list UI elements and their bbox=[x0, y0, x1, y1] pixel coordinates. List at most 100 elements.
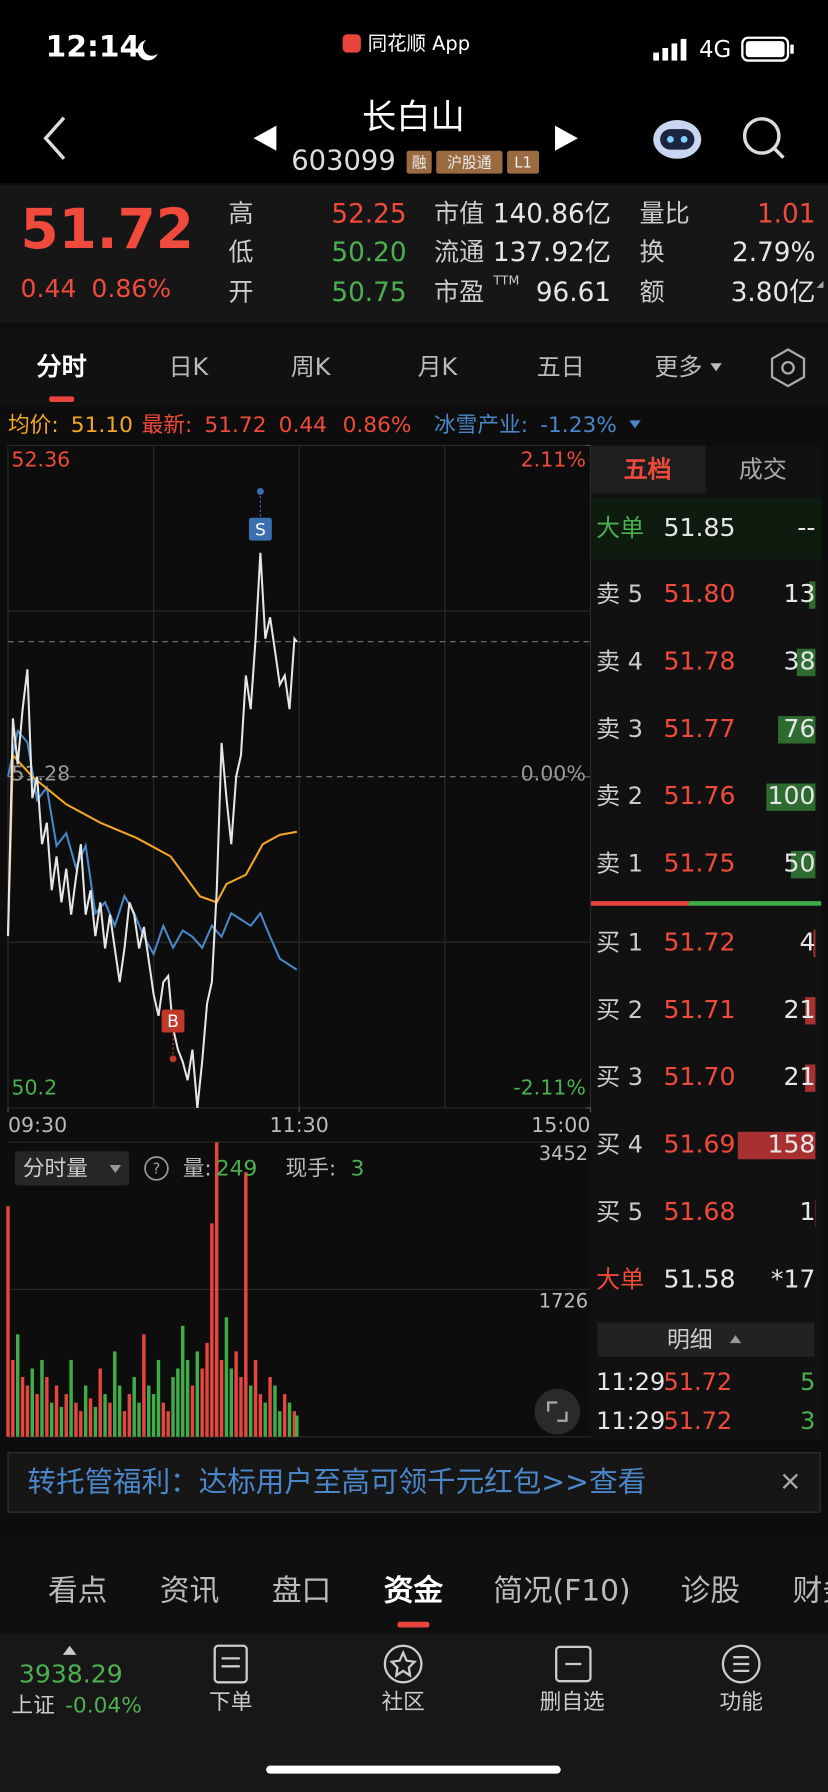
order-icon[interactable] bbox=[213, 1644, 248, 1684]
book-split-green bbox=[688, 901, 822, 906]
bottom-tabs-bg bbox=[0, 1536, 828, 1634]
footer-action[interactable]: 功能 bbox=[720, 1690, 763, 1715]
index-arrow bbox=[62, 1645, 77, 1655]
marker-label: B bbox=[167, 1012, 179, 1032]
book-qty: 4 bbox=[799, 927, 815, 956]
volume-bar bbox=[49, 1402, 54, 1437]
info-item: 冰雪产业: bbox=[434, 413, 528, 438]
info-tab[interactable]: 财务 bbox=[793, 1574, 828, 1609]
x-tick-label: 15:00 bbox=[531, 1113, 590, 1137]
trade-marker bbox=[169, 1055, 177, 1063]
hand-label: 现手: bbox=[286, 1157, 337, 1182]
footer-action[interactable]: 删自选 bbox=[540, 1690, 605, 1715]
remove-watch-icon[interactable] bbox=[555, 1645, 592, 1683]
volume-bar bbox=[45, 1377, 49, 1437]
book-qty: *17 bbox=[771, 1264, 816, 1293]
chart-tab[interactable]: 更多 bbox=[654, 353, 702, 381]
volume-bar bbox=[108, 1402, 112, 1437]
volume-bar bbox=[30, 1368, 34, 1437]
stat-value: 3.80亿 bbox=[731, 278, 816, 308]
book-tab[interactable]: 五档 bbox=[624, 456, 672, 484]
assistant-icon[interactable] bbox=[653, 119, 702, 159]
book-qty: 21 bbox=[783, 1062, 815, 1091]
tab-underline bbox=[49, 396, 75, 403]
volume-bar bbox=[258, 1394, 263, 1437]
hand-value: 3 bbox=[351, 1157, 365, 1182]
book-label: 大单 bbox=[596, 514, 644, 542]
stat-label: 流通 bbox=[434, 238, 484, 267]
book-price: 51.69 bbox=[664, 1130, 736, 1159]
tick-time: 11:29 bbox=[596, 1368, 665, 1396]
chart-tab[interactable]: 五日 bbox=[537, 353, 585, 381]
banner-text[interactable]: 转托管福利：达标用户至高可领千元红包>>查看 bbox=[27, 1465, 646, 1499]
volume-bar bbox=[142, 1334, 146, 1437]
volume-bar bbox=[127, 1394, 132, 1437]
footer-action[interactable]: 社区 bbox=[381, 1690, 424, 1715]
volume-bar bbox=[282, 1394, 287, 1437]
qty-bar bbox=[805, 997, 816, 1025]
stat-label: 换 bbox=[640, 238, 665, 267]
book-tab[interactable]: 成交 bbox=[739, 456, 787, 484]
stat-value: 1.01 bbox=[757, 199, 815, 229]
volume-bar bbox=[147, 1385, 151, 1437]
volume-bar bbox=[295, 1415, 299, 1437]
volume-bar bbox=[287, 1402, 292, 1437]
dropdown-arrow bbox=[109, 1164, 122, 1173]
volume-bar bbox=[15, 1334, 20, 1437]
volume-selector-bg[interactable] bbox=[14, 1151, 130, 1186]
prev-stock[interactable] bbox=[253, 125, 277, 151]
back-button[interactable] bbox=[43, 116, 66, 160]
info-tab[interactable]: 简况(F10) bbox=[493, 1574, 630, 1609]
chart-tab[interactable]: 月K bbox=[418, 353, 459, 381]
index-value: 3938.29 bbox=[19, 1659, 123, 1688]
volume-selector[interactable]: 分时量 bbox=[23, 1157, 88, 1182]
book-label: 卖 5 bbox=[596, 580, 643, 608]
info-tab[interactable]: 资讯 bbox=[160, 1574, 219, 1609]
info-tab[interactable]: 资金 bbox=[384, 1574, 444, 1609]
volume-bar bbox=[35, 1394, 39, 1437]
expand-corner bbox=[816, 280, 824, 288]
next-stock[interactable] bbox=[555, 125, 578, 151]
volume-bar bbox=[25, 1385, 30, 1437]
community-icon[interactable] bbox=[383, 1644, 423, 1684]
tick-time: 11:29 bbox=[596, 1407, 665, 1435]
marker-badge bbox=[161, 1009, 185, 1033]
info-item: 51.72 bbox=[204, 413, 266, 438]
chart-tab[interactable]: 日K bbox=[169, 353, 210, 381]
qty-bar bbox=[805, 1064, 816, 1092]
close-banner[interactable] bbox=[782, 1473, 798, 1489]
banner-bg[interactable] bbox=[7, 1452, 821, 1513]
volume-bar bbox=[40, 1359, 44, 1437]
volume-bar bbox=[20, 1377, 25, 1437]
help-icon-mark: ? bbox=[153, 1161, 161, 1178]
settings-icon[interactable] bbox=[770, 348, 806, 388]
volume-bar bbox=[132, 1377, 136, 1437]
detail-title[interactable]: 明细 bbox=[667, 1327, 713, 1353]
qty-bar bbox=[813, 929, 816, 958]
book-price: 51.72 bbox=[664, 927, 736, 956]
chart-tab[interactable]: 分时 bbox=[37, 352, 87, 381]
tab-bar-bg bbox=[0, 328, 828, 407]
function-icon[interactable] bbox=[721, 1644, 761, 1684]
price-line bbox=[6, 728, 298, 971]
help-icon[interactable] bbox=[144, 1156, 169, 1181]
qty-bar bbox=[809, 581, 816, 609]
fullscreen-button[interactable] bbox=[534, 1388, 581, 1435]
volume-bar bbox=[200, 1368, 204, 1437]
info-tab[interactable]: 盘口 bbox=[272, 1574, 331, 1609]
stat-label: 量比 bbox=[640, 199, 690, 228]
qty-bar bbox=[766, 783, 816, 811]
volume-bar bbox=[205, 1342, 209, 1437]
qty-bar bbox=[737, 1131, 816, 1160]
info-tab[interactable]: 诊股 bbox=[681, 1574, 740, 1609]
info-tab[interactable]: 看点 bbox=[48, 1574, 107, 1609]
search-icon[interactable] bbox=[742, 117, 785, 159]
footer-action[interactable]: 下单 bbox=[209, 1690, 252, 1715]
badge: 融 bbox=[412, 154, 427, 171]
chart-tab[interactable]: 周K bbox=[291, 353, 332, 381]
stat-label: 额 bbox=[640, 278, 665, 307]
more-arrow bbox=[710, 363, 722, 372]
qty-bar bbox=[790, 850, 816, 879]
info-item: 均价: bbox=[8, 413, 59, 438]
volume-bar bbox=[117, 1385, 122, 1437]
